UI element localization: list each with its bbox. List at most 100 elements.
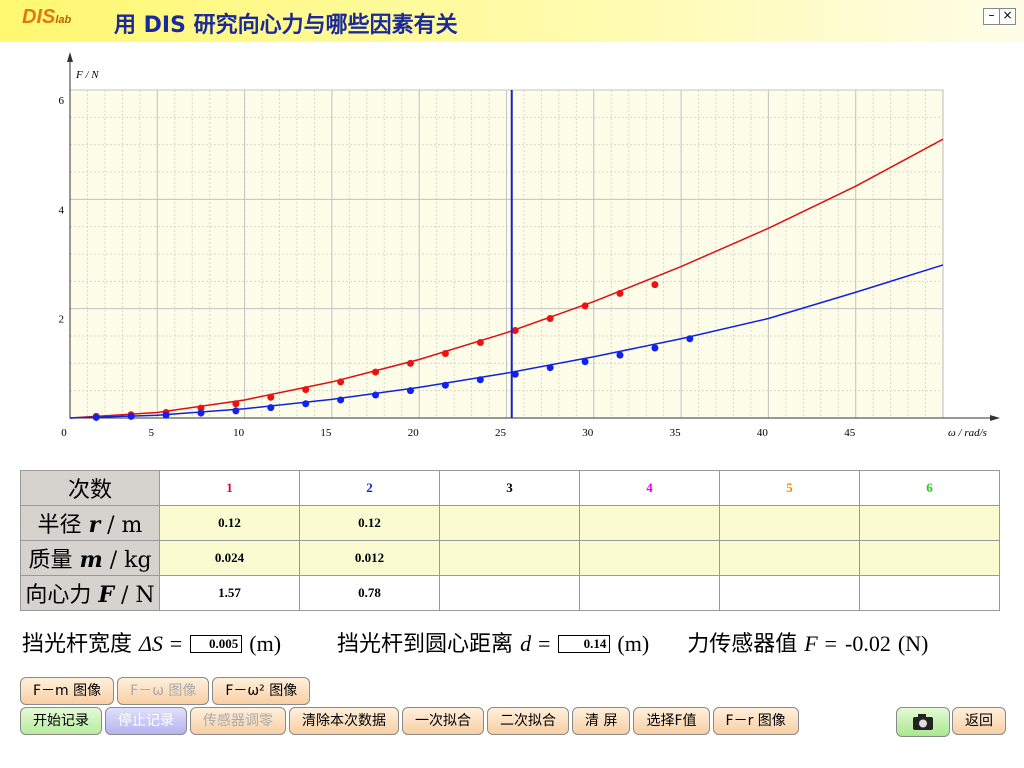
x-tick-label: 15: [320, 427, 332, 439]
data-point: [441, 349, 449, 357]
table-row: 质量 m / kg 0.024 0.012: [20, 540, 1000, 576]
x-tick-label: 35: [670, 427, 682, 439]
table-cell: 1.57: [159, 575, 300, 611]
logo-sub: lab: [55, 14, 72, 26]
button[interactable]: F－ω² 图像: [212, 677, 311, 705]
param-symbol: ΔS =: [139, 631, 184, 656]
param-label: 挡光杆宽度: [22, 632, 133, 657]
param-unit: (m): [617, 631, 650, 656]
column-header: 1: [159, 470, 300, 506]
data-point: [651, 281, 659, 289]
param-value[interactable]: 0.005: [190, 635, 243, 653]
parameter: 挡光杆到圆心距离 d = 0.14 (m): [337, 631, 650, 657]
chart: 0 5 10 15 20 25 30 35 40 45 2 4 6 F / N ω / rad/s: [59, 52, 1000, 439]
param-value: -0.02: [845, 631, 891, 656]
param-unit: (N): [897, 631, 929, 656]
row-unit: / kg: [109, 548, 152, 573]
data-point: [406, 359, 414, 367]
camera-button[interactable]: [896, 707, 950, 737]
data-point: [197, 409, 205, 417]
x-tick-label: 30: [582, 427, 594, 439]
data-point: [197, 404, 205, 412]
button[interactable]: 一次拟合: [402, 707, 484, 735]
data-point: [372, 368, 380, 376]
column-header: 3: [439, 470, 580, 506]
parameters: 挡光杆宽度 ΔS = 0.005 (m) 挡光杆到圆心距离 d = 0.14 (m…: [22, 626, 928, 658]
table-row: 向心力 F / N 1.57 0.78: [20, 575, 1000, 611]
param-symbol: d =: [520, 631, 552, 656]
data-point: [686, 335, 694, 343]
table-cell: [859, 540, 1000, 576]
button[interactable]: F－r 图像: [712, 707, 799, 735]
data-point: [302, 400, 310, 408]
y-tick-label: 4: [59, 204, 65, 216]
data-point: [406, 387, 414, 395]
row-unit: / m: [107, 513, 143, 538]
table-cell: [719, 575, 860, 611]
camera-icon: [913, 714, 933, 730]
back-button[interactable]: 返回: [952, 707, 1006, 735]
data-point: [267, 404, 275, 412]
row-header: 质量 m / kg: [20, 540, 160, 576]
row-unit: / N: [120, 583, 155, 608]
parameter: 力传感器值 F = -0.02 (N): [687, 631, 929, 657]
table-cell: 0.012: [299, 540, 440, 576]
param-value[interactable]: 0.14: [558, 635, 611, 653]
fit-line: [69, 138, 944, 419]
logo-text: DIS: [22, 6, 56, 28]
x-tick-label: 0: [61, 427, 67, 439]
column-header: 6: [859, 470, 1000, 506]
y-axis-arrow: [67, 52, 73, 62]
table-cell: [719, 505, 860, 541]
column-header: 5: [719, 470, 860, 506]
data-point: [302, 386, 310, 394]
table-header-row: 次数 1 2 3 4 5 6: [20, 470, 1000, 506]
button: 传感器调零: [190, 707, 286, 735]
param-label: 挡光杆到圆心距离: [337, 632, 514, 657]
data-point: [581, 302, 589, 310]
data-point: [267, 393, 275, 401]
header-cell: 次数: [20, 470, 160, 506]
param-label: 力传感器值: [687, 632, 798, 657]
results-table: 次数 1 2 3 4 5 6 半径 r / m 0.12 0.12 质量 m / kg 0.024 0.…: [20, 470, 1000, 611]
data-point: [337, 378, 345, 386]
row-header: 半径 r / m: [20, 505, 160, 541]
x-tick-label: 5: [149, 427, 155, 439]
table-cell: [579, 575, 720, 611]
data-point: [616, 289, 624, 297]
close-button[interactable]: ×: [999, 8, 1016, 25]
data-point: [232, 400, 240, 408]
param-symbol: F =: [804, 631, 838, 656]
button: F－ω 图像: [117, 677, 210, 705]
button[interactable]: F－m 图像: [20, 677, 115, 705]
row-name: 向心力: [25, 583, 92, 608]
table-cell: [439, 575, 580, 611]
button[interactable]: 停止记录: [105, 707, 187, 735]
table-cell: 0.78: [299, 575, 440, 611]
table-cell: [859, 575, 1000, 611]
data-point: [511, 370, 519, 378]
column-header: 2: [299, 470, 440, 506]
table-cell: [719, 540, 860, 576]
button[interactable]: 清除本次数据: [289, 707, 399, 735]
data-point: [651, 344, 659, 352]
row-symbol: r: [88, 512, 101, 538]
y-tick-label: 2: [59, 314, 65, 326]
x-tick-label: 20: [408, 427, 420, 439]
button[interactable]: 选择F值: [633, 707, 710, 735]
button[interactable]: 开始记录: [20, 707, 102, 735]
button[interactable]: 清 屏: [572, 707, 631, 735]
data-point: [546, 364, 554, 372]
data-point: [372, 391, 380, 399]
minimize-button[interactable]: –: [983, 8, 1000, 25]
plot-buttons: F－m 图像 F－ω 图像 F－ω² 图像: [20, 677, 311, 705]
row-header: 向心力 F / N: [20, 575, 160, 611]
data-point: [476, 376, 484, 384]
data-point: [581, 358, 589, 366]
fit-line: [69, 264, 944, 419]
table-cell: [579, 540, 720, 576]
data-point: [337, 396, 345, 404]
x-axis-arrow: [990, 415, 1000, 421]
button[interactable]: 二次拟合: [487, 707, 569, 735]
